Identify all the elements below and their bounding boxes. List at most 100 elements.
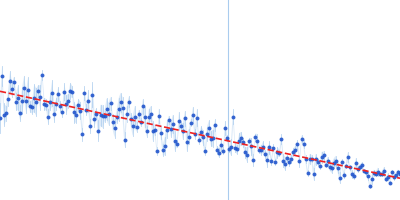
Point (75, 103, 82, 106)
Point (136, 112, 142, 116)
Point (312, 158, 319, 161)
Point (59, 110, 66, 114)
Point (222, 126, 228, 130)
Point (332, 160, 339, 163)
Point (93, 112, 100, 115)
Point (196, 139, 202, 142)
Point (178, 124, 184, 127)
Point (228, 145, 234, 149)
Point (29, 105, 35, 109)
Point (330, 162, 337, 165)
Point (19, 99, 25, 102)
Point (172, 139, 178, 143)
Point (120, 107, 126, 110)
Point (126, 100, 132, 104)
Point (190, 113, 196, 116)
Point (397, 172, 400, 176)
Point (182, 117, 188, 120)
Point (71, 111, 78, 114)
Point (282, 162, 289, 165)
Point (73, 113, 80, 117)
Point (252, 136, 258, 139)
Point (250, 158, 256, 161)
Point (292, 149, 299, 152)
Point (194, 116, 200, 119)
Point (198, 130, 204, 133)
Point (268, 160, 274, 163)
Point (101, 115, 108, 118)
Point (373, 172, 379, 175)
Point (258, 149, 264, 152)
Point (27, 105, 33, 108)
Point (95, 129, 102, 132)
Point (340, 173, 347, 177)
Point (130, 125, 136, 128)
Point (49, 91, 56, 95)
Point (260, 145, 266, 148)
Point (387, 181, 393, 184)
Point (37, 96, 44, 99)
Point (218, 144, 224, 147)
Point (47, 100, 54, 104)
Point (304, 172, 311, 175)
Point (391, 175, 397, 178)
Point (280, 159, 287, 162)
Point (154, 149, 160, 152)
Point (146, 115, 152, 118)
Point (132, 115, 138, 119)
Point (300, 142, 307, 146)
Point (354, 168, 361, 171)
Point (91, 118, 98, 121)
Point (11, 80, 17, 84)
Point (156, 114, 162, 117)
Point (202, 150, 208, 153)
Point (107, 102, 114, 105)
Point (350, 174, 357, 178)
Point (244, 153, 250, 156)
Point (322, 163, 329, 167)
Point (352, 161, 359, 164)
Point (83, 108, 90, 111)
Point (7, 80, 13, 83)
Point (97, 114, 104, 117)
Point (238, 137, 244, 140)
Point (69, 90, 76, 93)
Point (188, 121, 194, 124)
Point (168, 128, 174, 131)
Point (302, 157, 309, 161)
Point (316, 164, 323, 167)
Point (85, 99, 92, 103)
Point (103, 107, 110, 111)
Point (140, 105, 146, 108)
Point (35, 89, 41, 93)
Point (41, 102, 48, 106)
Point (61, 90, 68, 93)
Point (25, 89, 31, 92)
Point (79, 133, 86, 136)
Point (320, 154, 327, 157)
Point (0, 74, 5, 78)
Point (105, 113, 112, 116)
Point (254, 139, 260, 143)
Point (324, 160, 331, 163)
Point (115, 108, 122, 111)
Point (385, 175, 391, 178)
Point (118, 101, 124, 104)
Point (45, 115, 52, 118)
Point (63, 103, 70, 106)
Point (276, 151, 282, 155)
Point (122, 138, 128, 141)
Point (328, 166, 335, 170)
Point (262, 153, 268, 156)
Point (214, 148, 220, 152)
Point (87, 125, 94, 128)
Point (212, 123, 218, 127)
Point (393, 174, 399, 177)
Point (395, 170, 400, 173)
Point (152, 128, 158, 131)
Point (310, 173, 317, 176)
Point (51, 112, 58, 115)
Point (204, 132, 210, 135)
Point (164, 128, 170, 132)
Point (99, 115, 106, 118)
